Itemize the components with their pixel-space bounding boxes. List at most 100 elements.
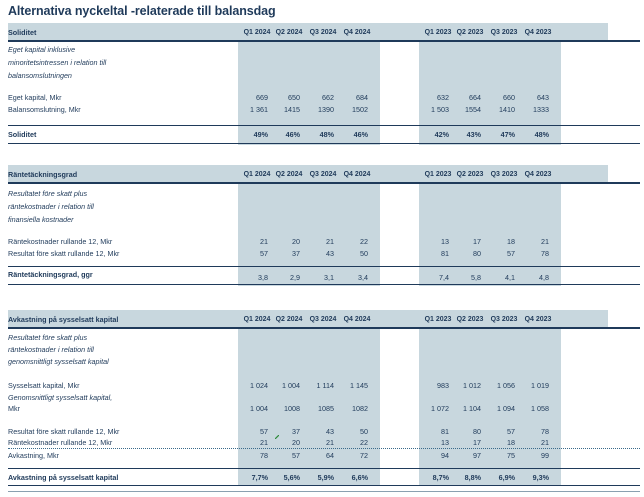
column-header: Q4 2024	[343, 171, 371, 178]
value-cell: 983	[437, 381, 449, 390]
value-cell: 75	[507, 451, 515, 460]
value-cell: 684	[356, 93, 368, 102]
description-line: balansomslutningen	[8, 71, 72, 80]
column-header: Q1 2023	[424, 29, 452, 36]
value-cell: 1410	[499, 105, 515, 114]
page-bottom-line	[8, 491, 640, 492]
section-bottom-line	[8, 284, 640, 285]
value-cell: 37	[292, 249, 300, 258]
value-cell: 13	[441, 438, 449, 447]
column-header: Q2 2024	[275, 29, 303, 36]
value-cell: 81	[441, 427, 449, 436]
value-cell: 78	[541, 249, 549, 258]
value-cell: 46%	[353, 130, 368, 139]
value-cell: 4,1	[505, 273, 515, 282]
value-cell: 57	[507, 249, 515, 258]
value-cell: 97	[473, 451, 481, 460]
value-cell: 17	[473, 237, 481, 246]
value-cell: 47%	[500, 130, 515, 139]
value-cell: 1 503	[431, 105, 449, 114]
value-cell: 7,4	[439, 273, 449, 282]
value-cell: 1 019	[531, 381, 549, 390]
section-title: Avkastning på sysselsatt kapital	[8, 315, 119, 324]
value-cell: 94	[441, 451, 449, 460]
column-header: Q1 2023	[424, 316, 452, 323]
value-cell: 50	[360, 427, 368, 436]
value-cell: 660	[503, 93, 515, 102]
value-cell: 664	[469, 93, 481, 102]
value-cell: 6,9%	[498, 473, 515, 482]
column-header: Q1 2024	[243, 171, 271, 178]
description-line: räntekostnader i relation till	[8, 345, 94, 354]
value-cell: 3,1	[324, 273, 334, 282]
value-cell: 20	[292, 438, 300, 447]
total-separator	[8, 266, 640, 267]
value-cell: 1 004	[250, 404, 268, 413]
row-label: Avkastning, Mkr	[8, 451, 59, 460]
value-cell: 81	[441, 249, 449, 258]
column-header: Q1 2024	[243, 29, 271, 36]
dotted-separator	[8, 448, 640, 449]
value-cell: 1502	[352, 105, 368, 114]
value-cell: 20	[292, 237, 300, 246]
row-label: Resultat före skatt rullande 12, Mkr	[8, 249, 120, 258]
value-cell: 1 114	[316, 381, 334, 390]
soliditet-section: Soliditet Eget kapital inklusive minorit…	[8, 23, 640, 145]
section-bottom-line	[8, 485, 640, 486]
column-header: Q3 2023	[490, 29, 518, 36]
value-cell: 7,7%	[251, 473, 268, 482]
value-cell: 1 361	[250, 105, 268, 114]
value-cell: 662	[322, 93, 334, 102]
description-line: finansiella kostnader	[8, 215, 74, 224]
row-label: Genomsnittligt sysselsatt kapital,	[8, 393, 113, 402]
value-cell: 48%	[534, 130, 549, 139]
value-cell: 2,9	[290, 273, 300, 282]
value-cell: 18	[507, 438, 515, 447]
value-cell: 643	[537, 93, 549, 102]
column-header: Q4 2023	[524, 171, 552, 178]
value-cell: 21	[541, 438, 549, 447]
value-cell: 13	[441, 237, 449, 246]
value-cell: 1082	[352, 404, 368, 413]
column-header: Q4 2023	[524, 29, 552, 36]
value-cell: 5,9%	[317, 473, 334, 482]
value-cell: 21	[260, 438, 268, 447]
value-cell: 9,3%	[532, 473, 549, 482]
value-cell: 21	[326, 438, 334, 447]
description-line: minoritetsintressen i relation till	[8, 58, 107, 67]
row-label: Räntekostnader rullande 12, Mkr	[8, 438, 113, 447]
total-label: Soliditet	[8, 130, 37, 139]
page-title: Alternativa nyckeltal -relaterade till b…	[8, 4, 276, 18]
value-cell: 669	[256, 93, 268, 102]
value-cell: 1085	[318, 404, 334, 413]
value-cell: 80	[473, 249, 481, 258]
value-cell: 80	[473, 427, 481, 436]
value-cell: 5,8	[471, 273, 481, 282]
description-line: räntekostnader i relation till	[8, 202, 94, 211]
value-cell: 21	[260, 237, 268, 246]
value-cell: 78	[260, 451, 268, 460]
row-label: Mkr	[8, 404, 20, 413]
value-cell: 64	[326, 451, 334, 460]
row-label: Resultat före skatt rullande 12, Mkr	[8, 427, 120, 436]
cell-marker-icon	[275, 435, 279, 439]
value-cell: 57	[260, 249, 268, 258]
value-cell: 21	[541, 237, 549, 246]
column-header: Q3 2023	[490, 171, 518, 178]
column-header: Q2 2023	[456, 316, 484, 323]
column-header: Q1 2024	[243, 316, 271, 323]
total-label: Avkastning på sysselsatt kapital	[8, 473, 119, 482]
column-header: Q2 2023	[456, 29, 484, 36]
value-cell: 43	[326, 427, 334, 436]
value-cell: 1 012	[463, 381, 481, 390]
column-header: Q2 2024	[275, 171, 303, 178]
section-title: Soliditet	[8, 28, 37, 37]
value-cell: 48%	[319, 130, 334, 139]
value-cell: 1 056	[497, 381, 515, 390]
value-cell: 57	[260, 427, 268, 436]
value-cell: 6,6%	[351, 473, 368, 482]
column-header: Q4 2024	[343, 29, 371, 36]
value-cell: 1 024	[250, 381, 268, 390]
value-cell: 1390	[318, 105, 334, 114]
row-label: Sysselsatt kapital, Mkr	[8, 381, 80, 390]
